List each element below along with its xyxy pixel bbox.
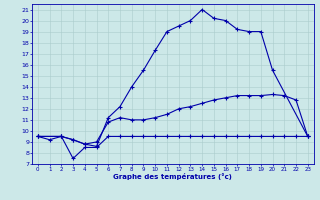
- X-axis label: Graphe des températures (°c): Graphe des températures (°c): [113, 173, 232, 180]
